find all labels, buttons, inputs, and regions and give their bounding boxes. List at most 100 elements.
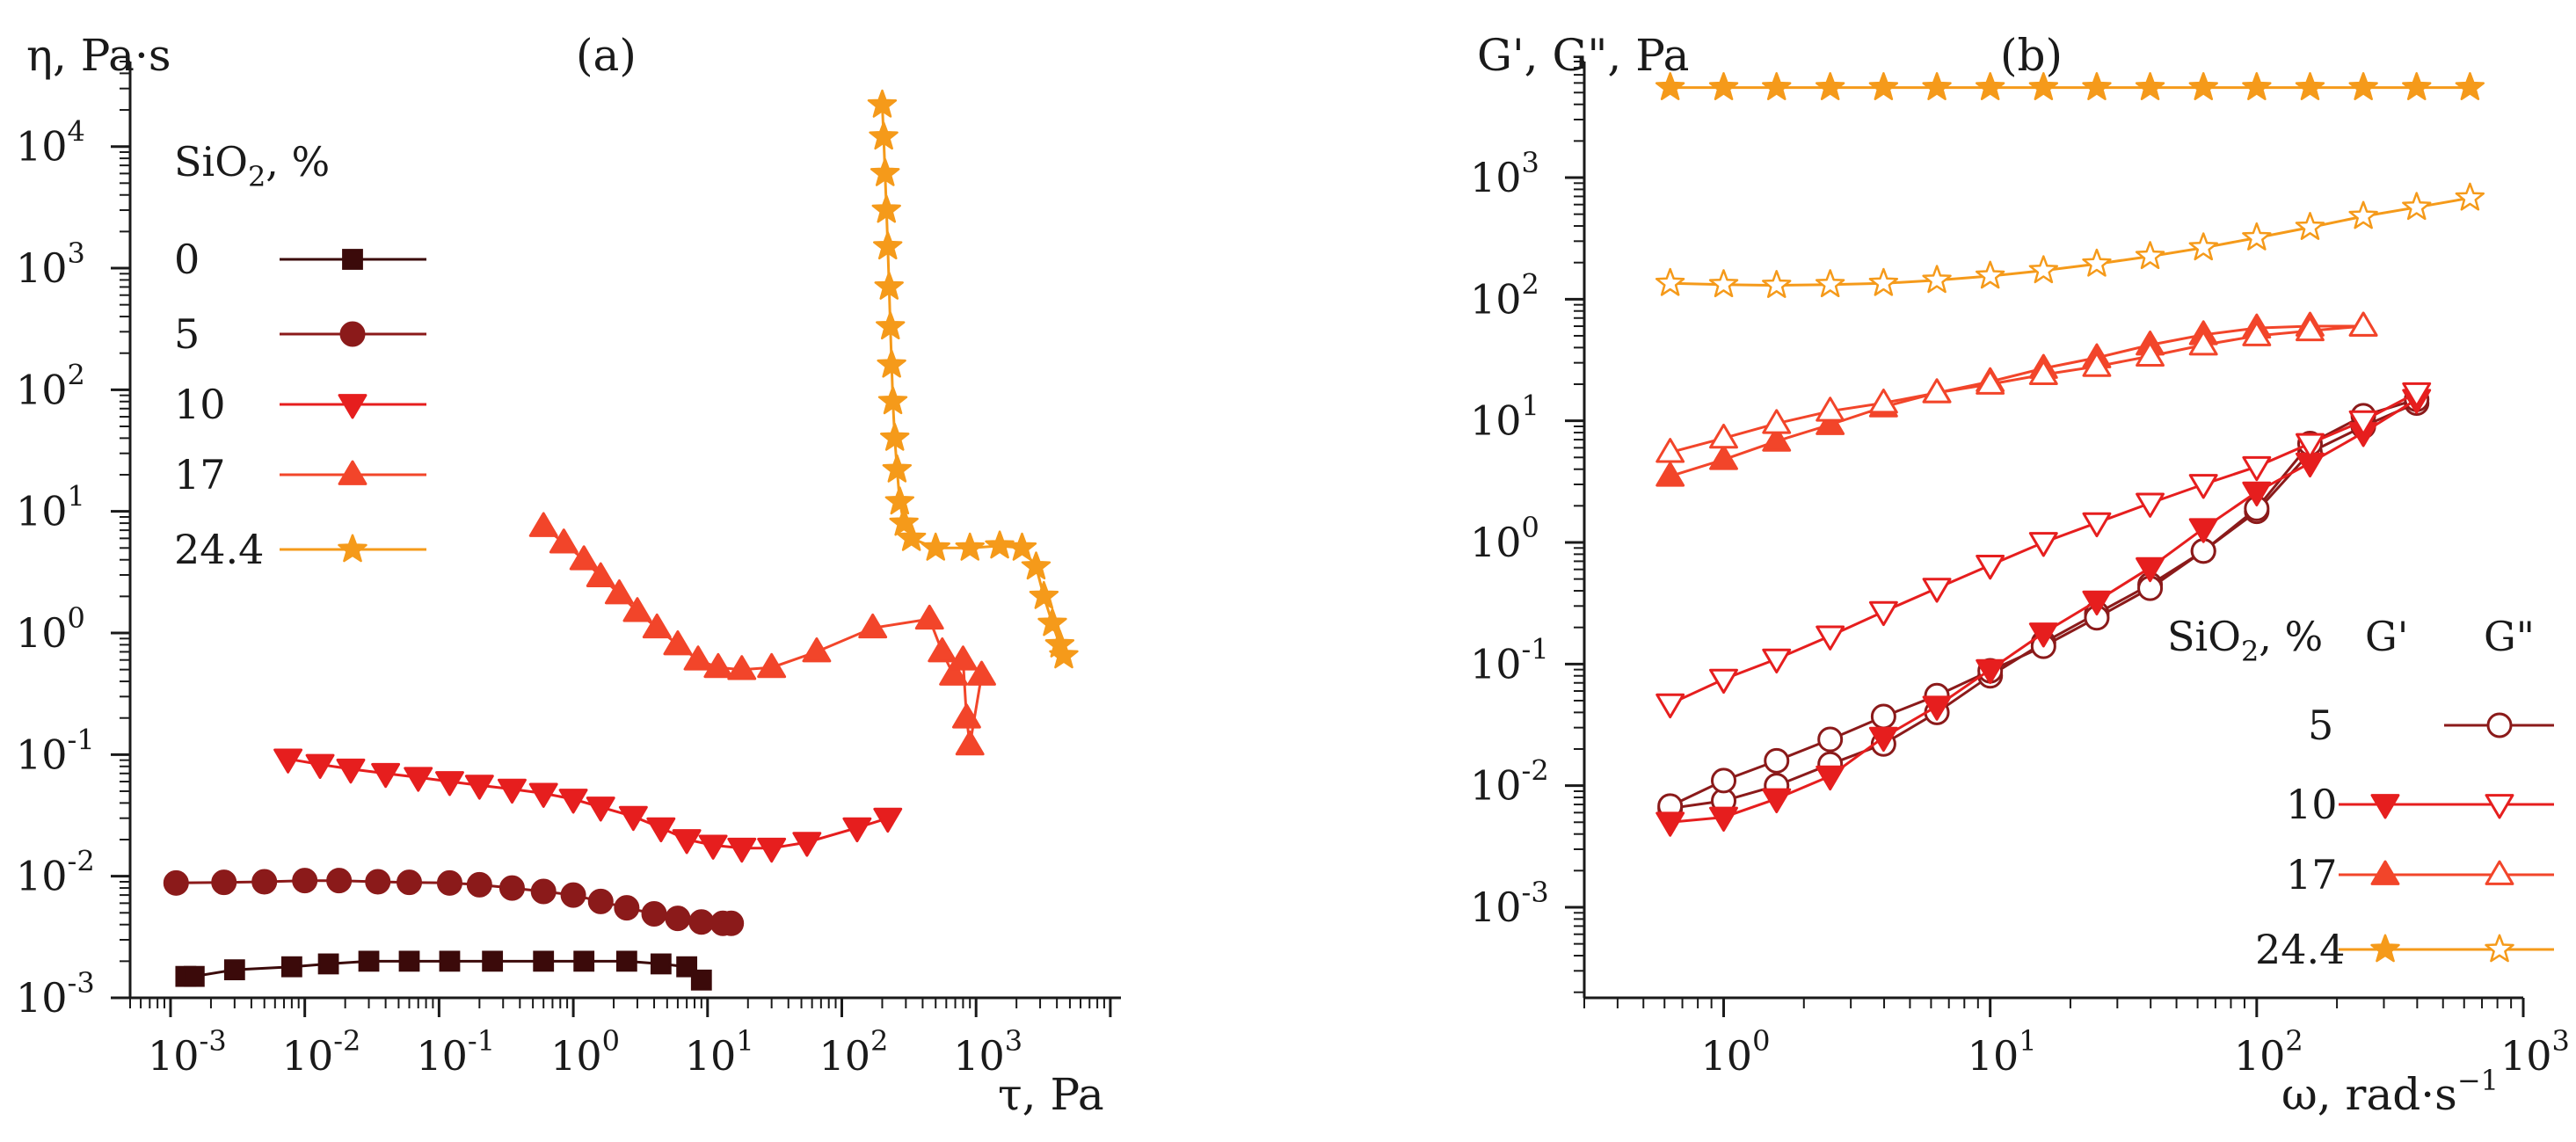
data-point bbox=[498, 875, 525, 901]
data-point bbox=[698, 834, 728, 860]
a-x-tick-label: 10-1 bbox=[416, 1024, 495, 1080]
series-line bbox=[1670, 324, 2364, 478]
data-point bbox=[1764, 747, 1790, 774]
data-point bbox=[317, 953, 339, 975]
data-point bbox=[371, 762, 401, 789]
legend-marker bbox=[338, 394, 367, 419]
panel-a-legend-title-sub: 2 bbox=[248, 160, 266, 193]
b-x-tick-label: 102 bbox=[2234, 1024, 2303, 1080]
data-point bbox=[587, 888, 614, 914]
data-point bbox=[877, 349, 906, 378]
data-point bbox=[876, 311, 906, 340]
a-x-tick-label: 102 bbox=[819, 1024, 888, 1080]
data-point bbox=[435, 771, 464, 796]
panel-b-xlabel-sup: −1 bbox=[2457, 1064, 2499, 1097]
data-point bbox=[558, 789, 588, 814]
panel-a-title: (a) bbox=[576, 30, 637, 81]
panel-b-title: (b) bbox=[2000, 30, 2063, 81]
data-point bbox=[928, 636, 957, 663]
data-point bbox=[2242, 321, 2272, 346]
data-point bbox=[2188, 474, 2218, 499]
data-point bbox=[955, 532, 985, 561]
data-point bbox=[1655, 438, 1685, 463]
data-point bbox=[1655, 72, 1685, 100]
data-point bbox=[2295, 72, 2325, 100]
data-point bbox=[2135, 241, 2165, 270]
data-point bbox=[365, 869, 391, 895]
a-y-tick-label: 100 bbox=[16, 601, 85, 657]
panel-a-xlabel: τ, Pa bbox=[998, 1069, 1104, 1120]
data-point bbox=[614, 895, 640, 921]
panel-a-series bbox=[163, 89, 1079, 991]
data-point bbox=[2135, 72, 2165, 100]
data-point bbox=[1762, 72, 1792, 100]
data-point bbox=[871, 194, 901, 223]
b-series-24.4-gprime bbox=[1655, 72, 2485, 100]
data-point bbox=[464, 775, 494, 800]
data-point bbox=[2028, 360, 2058, 385]
data-point bbox=[2188, 72, 2218, 100]
panel-b-xlabel-main: ω, rad·s bbox=[2281, 1069, 2457, 1120]
panel-b-legend-col-gprime: G' bbox=[2365, 613, 2408, 660]
legend-label-0: 0 bbox=[174, 236, 200, 283]
a-x-tick-label: 101 bbox=[685, 1024, 754, 1080]
data-point bbox=[573, 950, 595, 972]
data-point bbox=[2296, 433, 2325, 458]
data-point bbox=[1976, 369, 2005, 395]
data-point bbox=[211, 869, 237, 896]
data-point bbox=[1815, 72, 1845, 100]
panel-a-ylabel: η, Pa·s bbox=[26, 30, 171, 81]
a-y-tick-label: 104 bbox=[16, 115, 85, 171]
data-point bbox=[183, 965, 205, 987]
data-point bbox=[1870, 703, 1896, 730]
data-point bbox=[1868, 726, 1898, 753]
data-point bbox=[528, 782, 558, 808]
data-point bbox=[2136, 341, 2165, 367]
data-point bbox=[2242, 72, 2272, 100]
panel-b-legend-title-main: SiO bbox=[2167, 613, 2241, 660]
data-point bbox=[1815, 269, 1845, 298]
legend-label-17: 17 bbox=[2286, 851, 2338, 898]
panel-b: G', G", Pa (b) ω, rad·s−1 100 101 102 10310… bbox=[1470, 30, 2570, 1120]
data-point bbox=[1007, 532, 1037, 561]
a-series-24.4 bbox=[867, 89, 1079, 669]
a-y-tick-label: 10-1 bbox=[16, 723, 95, 778]
data-point bbox=[921, 532, 950, 561]
legend-label-24.4: 24.4 bbox=[174, 526, 264, 573]
b-x-tick-label: 101 bbox=[1968, 1024, 2037, 1080]
data-point bbox=[1709, 445, 1738, 470]
panel-b-legend-title-sub: 2 bbox=[2241, 635, 2259, 668]
data-point bbox=[1976, 658, 2005, 685]
legend-marker bbox=[2370, 934, 2400, 963]
panel-b-legend: SiO2, % G' G" 5 10 17 24.4 bbox=[2167, 613, 2554, 973]
data-point bbox=[650, 953, 672, 975]
data-point bbox=[586, 796, 615, 822]
data-point bbox=[2296, 316, 2325, 342]
data-point bbox=[2188, 518, 2218, 543]
data-point bbox=[273, 748, 303, 774]
data-point bbox=[1922, 72, 1952, 100]
data-point bbox=[2082, 352, 2112, 377]
b-series-10-gdoubleprime bbox=[1655, 382, 2432, 719]
data-point bbox=[498, 778, 527, 804]
data-point bbox=[305, 753, 335, 779]
data-point bbox=[530, 878, 557, 905]
data-point bbox=[2082, 72, 2112, 100]
data-point bbox=[690, 969, 712, 991]
legend-label-5: 5 bbox=[2308, 702, 2333, 749]
data-point bbox=[1709, 668, 1738, 695]
data-point bbox=[1708, 72, 1739, 100]
data-point bbox=[1762, 409, 1792, 434]
panel-b-legend-title: SiO2, % bbox=[2167, 613, 2323, 668]
legend-label-10: 10 bbox=[2286, 781, 2338, 828]
data-point bbox=[439, 950, 461, 972]
data-point bbox=[618, 805, 648, 832]
data-point bbox=[703, 652, 733, 679]
data-point bbox=[1816, 410, 1845, 435]
b-y-tick-label: 101 bbox=[1470, 389, 1539, 445]
panel-b-xlabel: ω, rad·s−1 bbox=[2281, 1064, 2499, 1120]
data-point bbox=[2028, 622, 2058, 648]
data-point bbox=[1975, 260, 2005, 289]
data-point bbox=[1762, 426, 1792, 452]
a-series-5 bbox=[163, 868, 745, 936]
